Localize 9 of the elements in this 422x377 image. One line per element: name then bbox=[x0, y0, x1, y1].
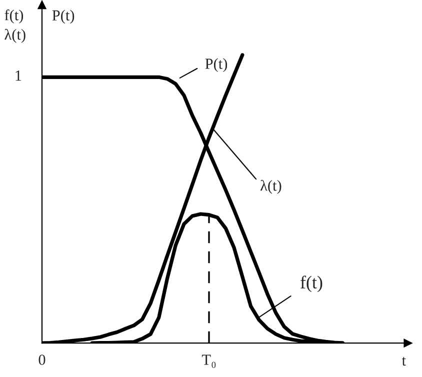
annotation: P(t) bbox=[205, 58, 228, 72]
annotation: λ(t) bbox=[260, 180, 282, 194]
annotation: f(t) bbox=[300, 276, 322, 292]
x-tick-label: T₀ bbox=[202, 354, 216, 368]
x-tick-label: 0 bbox=[38, 354, 46, 365]
text: 1 bbox=[16, 70, 22, 81]
x-axis-title: t bbox=[402, 356, 406, 366]
y-axis-title: f(t) λ(t) bbox=[4, 9, 26, 43]
text: P(t) bbox=[52, 10, 74, 24]
